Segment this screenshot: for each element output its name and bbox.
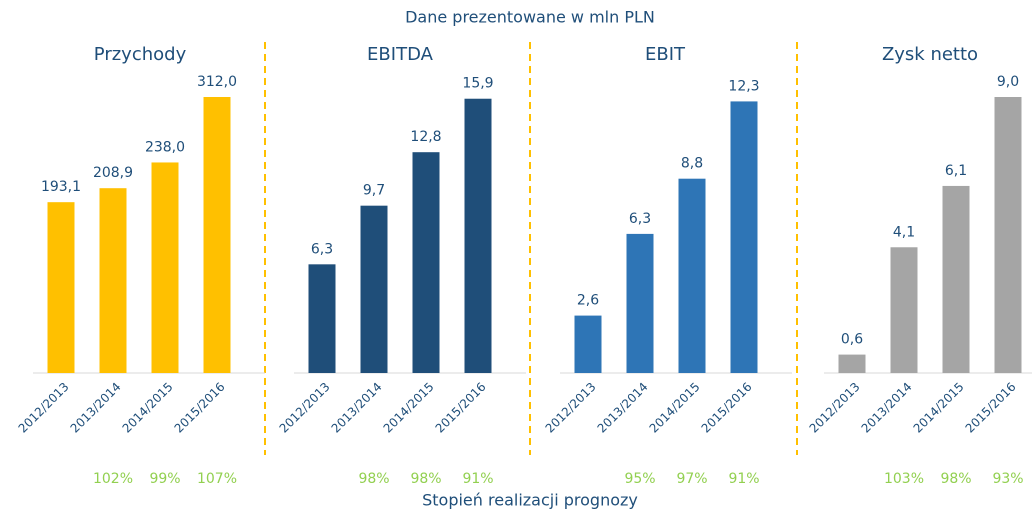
x-tick-label: 2013/2014: [329, 380, 385, 436]
realization-label: 102%: [93, 471, 133, 487]
x-tick-label: 2012/2013: [543, 380, 599, 436]
x-tick-label: 2013/2014: [68, 380, 124, 436]
realization-label: 107%: [197, 471, 237, 487]
value-label: 4,1: [893, 224, 915, 240]
x-tick-label: 2015/2016: [433, 380, 489, 436]
x-tick-label: 2014/2015: [120, 380, 176, 436]
bar: [203, 97, 231, 373]
chart-title: EBITDA: [367, 44, 434, 65]
x-tick-label: 2012/2013: [807, 380, 863, 436]
x-tick-label: 2015/2016: [699, 380, 755, 436]
bar: [412, 152, 440, 373]
realization-label: 98%: [358, 471, 389, 487]
bar: [730, 101, 758, 373]
x-tick-label: 2013/2014: [859, 380, 915, 436]
realization-label: 98%: [410, 471, 441, 487]
bar: [464, 98, 492, 373]
value-label: 312,0: [197, 74, 237, 90]
value-label: 238,0: [145, 139, 185, 155]
value-label: 9,7: [363, 183, 385, 199]
value-label: 6,3: [311, 241, 333, 257]
realization-label: 95%: [624, 471, 655, 487]
value-label: 6,3: [629, 211, 651, 227]
x-tick-label: 2012/2013: [16, 380, 72, 436]
bar: [994, 97, 1022, 373]
bar: [838, 354, 866, 373]
bar: [626, 233, 654, 373]
chart-title: Zysk netto: [882, 44, 978, 65]
value-label: 208,9: [93, 165, 133, 181]
x-tick-label: 2014/2015: [381, 380, 437, 436]
footer-label: Stopień realizacji prognozy: [422, 491, 638, 510]
realization-label: 103%: [884, 471, 924, 487]
realization-label: 99%: [149, 471, 180, 487]
realization-label: 91%: [462, 471, 493, 487]
dividers: [264, 42, 798, 455]
realization-label: 98%: [940, 471, 971, 487]
bar: [151, 162, 179, 373]
bar: [678, 178, 706, 373]
value-label: 12,8: [410, 129, 441, 145]
bar: [47, 202, 75, 373]
bar: [99, 188, 127, 373]
x-tick-label: 2015/2016: [963, 380, 1019, 436]
x-tick-label: 2014/2015: [911, 380, 967, 436]
x-tick-label: 2014/2015: [647, 380, 703, 436]
bar: [308, 264, 336, 373]
bar: [890, 247, 918, 373]
realization-label: 97%: [676, 471, 707, 487]
x-tick-label: 2013/2014: [595, 380, 651, 436]
value-label: 6,1: [945, 163, 967, 179]
realization-label: 93%: [992, 471, 1023, 487]
bar: [574, 315, 602, 373]
bar: [942, 185, 970, 373]
realization-label: 91%: [728, 471, 759, 487]
x-tick-label: 2012/2013: [277, 380, 333, 436]
chart-title: EBIT: [645, 44, 686, 65]
value-label: 0,6: [841, 332, 863, 348]
bar: [360, 205, 388, 373]
value-label: 15,9: [462, 76, 493, 92]
value-label: 8,8: [681, 156, 703, 172]
value-label: 12,3: [728, 78, 759, 94]
value-label: 9,0: [997, 74, 1019, 90]
x-tick-label: 2015/2016: [172, 380, 228, 436]
page-title: Dane prezentowane w mln PLN: [405, 8, 655, 27]
value-label: 193,1: [41, 179, 81, 195]
chart-title: Przychody: [94, 44, 187, 65]
value-label: 2,6: [577, 293, 599, 309]
